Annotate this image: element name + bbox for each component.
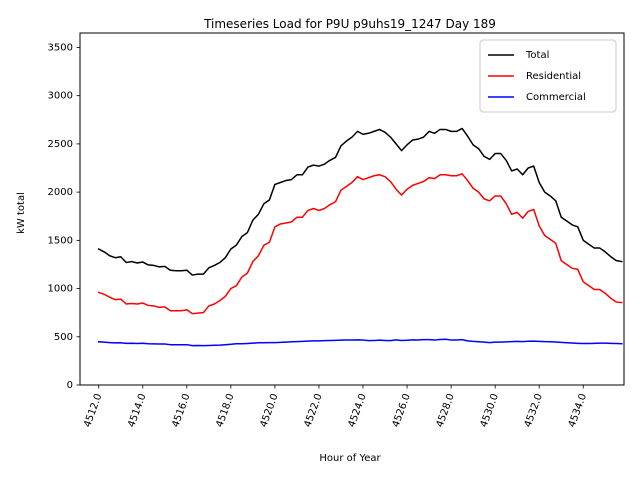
x-tick-label: 4528.0: [435, 392, 457, 429]
x-tick-label: 4518.0: [214, 392, 236, 429]
y-tick-label: 1500: [48, 235, 73, 246]
x-axis-label: Hour of Year: [319, 453, 381, 464]
x-tick-label: 4530.0: [479, 392, 501, 429]
series-line-total: [97, 127, 623, 276]
y-axis-label: kW total: [16, 192, 27, 234]
legend-frame: [479, 39, 617, 113]
y-tick-label: 0: [67, 380, 73, 391]
y-tick-label: 3500: [48, 42, 73, 53]
y-tick-label: 3000: [48, 91, 73, 102]
y-tick-label: 2000: [48, 187, 73, 198]
x-tick-label: 4532.0: [523, 392, 545, 429]
legend: Total Residential Commercial: [479, 39, 617, 113]
y-tick-label: 1000: [48, 284, 73, 295]
series-line-residential: [97, 173, 623, 315]
x-tick-label: 4516.0: [170, 392, 192, 429]
series-line-commercial: [97, 338, 623, 347]
chart-title: Timeseries Load for P9U p9uhs19_1247 Day…: [203, 17, 496, 31]
x-tick-label: 4534.0: [567, 392, 589, 429]
y-tick-label: 500: [54, 332, 73, 343]
legend-label-residential: Residential: [526, 71, 581, 82]
x-tick-label: 4512.0: [82, 392, 104, 429]
y-tick-label: 2500: [48, 139, 73, 150]
x-tick-label: 4522.0: [302, 392, 324, 429]
legend-label-total: Total: [525, 50, 549, 61]
plot-lines: [97, 127, 623, 347]
y-axis: 0 500 1000 1500 2000 2500 3000 3500: [48, 42, 80, 391]
x-tick-label: 4520.0: [258, 392, 280, 429]
plot-area-frame: [79, 32, 625, 386]
x-axis: 4512.0 4514.0 4516.0 4518.0 4520.0 4522.0 4524…: [82, 385, 589, 429]
x-tick-label: 4526.0: [391, 392, 413, 429]
legend-label-commercial: Commercial: [526, 92, 586, 103]
x-tick-label: 4524.0: [347, 392, 369, 429]
x-tick-label: 4514.0: [126, 392, 148, 429]
